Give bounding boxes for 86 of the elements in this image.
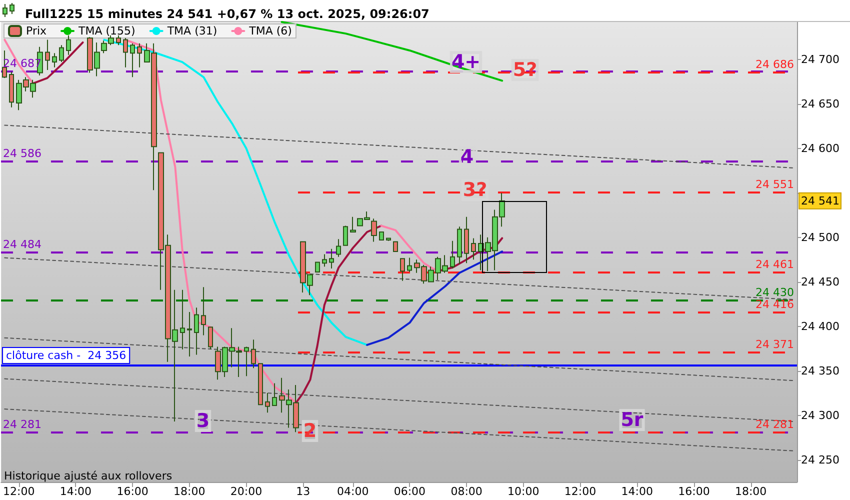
- candlestick: [45, 39, 50, 71]
- ref-line-label: 24 551: [756, 178, 794, 191]
- candlestick: [208, 326, 213, 350]
- annotation: 4+: [451, 51, 481, 73]
- legend-label: TMA (155): [78, 24, 136, 38]
- candlestick: [137, 42, 142, 68]
- chart-title: Full1225 15 minutes 24 541 +0,67 % 13 oct. 2025, 09:26:07: [25, 7, 430, 21]
- candlestick: [123, 38, 128, 68]
- line-series: [366, 250, 504, 346]
- candlestick: [194, 307, 199, 356]
- candlestick: [471, 238, 476, 260]
- candlestick: [9, 71, 14, 108]
- candlestick: [315, 262, 320, 273]
- candlestick: [400, 258, 405, 282]
- ref-line-label: 24 416: [756, 298, 794, 311]
- annotation: Historique ajusté aux rollovers: [4, 470, 172, 482]
- y-tick-label: 24 600: [801, 142, 840, 155]
- annotation: 5r: [620, 409, 644, 431]
- candlestick: [116, 34, 121, 46]
- x-tick-label: 04:00: [337, 485, 369, 498]
- ref-line-label: 24 281: [756, 418, 794, 431]
- candlestick: [180, 289, 185, 350]
- y-tick-label: 24 300: [801, 408, 840, 422]
- candlestick: [464, 216, 469, 264]
- x-tick-label: 14:00: [60, 485, 92, 498]
- y-tick-label: 24 250: [801, 453, 840, 466]
- candlestick: [386, 238, 391, 242]
- candlestick: [130, 42, 135, 78]
- legend-label: TMA (6): [248, 24, 292, 38]
- line-series: [124, 38, 297, 404]
- line-series: [103, 38, 368, 346]
- ref-line-label: 24 430: [756, 286, 794, 299]
- legend-label: Prix: [26, 24, 48, 38]
- candlestick: [450, 240, 455, 269]
- legend-label: TMA (31): [166, 24, 218, 38]
- candlestick: [272, 382, 277, 406]
- candlestick: [371, 218, 377, 242]
- x-tick-label: 18:00: [174, 485, 206, 498]
- annotation: 24 541: [801, 194, 840, 208]
- line-series: [295, 224, 382, 404]
- x-tick-label: 12:00: [3, 485, 35, 498]
- x-tick-label: 20:00: [230, 485, 262, 498]
- candlestick: [258, 363, 263, 406]
- y-tick-label: 24 700: [801, 52, 840, 66]
- ref-line-label: 24 484: [3, 238, 42, 251]
- ref-line-label: 24 281: [3, 418, 42, 431]
- candlestick: [244, 346, 249, 377]
- candlestick: [329, 248, 334, 269]
- annotation: 3: [196, 410, 210, 432]
- candlestick: [201, 286, 206, 336]
- x-tick-label: 06:00: [394, 485, 426, 498]
- ref-line-label: 24 461: [756, 258, 794, 271]
- x-tick-label: 16:00: [116, 485, 148, 498]
- candlestick: [343, 225, 348, 246]
- x-tick-label: 18:00: [734, 485, 767, 498]
- y-tick-label: 24 500: [801, 230, 840, 244]
- y-tick-label: 24 400: [801, 320, 840, 333]
- x-tick-label: 14:00: [621, 485, 653, 498]
- ref-line-label: 24 371: [756, 338, 794, 351]
- ref-line-label: 24 586: [3, 147, 42, 160]
- candlestick: [336, 238, 341, 258]
- candlestick: [407, 257, 412, 273]
- y-tick-label: 24 450: [801, 275, 840, 288]
- candlestick: [52, 52, 57, 68]
- candlestick: [457, 226, 462, 265]
- ref-line-label: 24 686: [756, 58, 794, 71]
- y-tick-label: 24 650: [801, 97, 840, 110]
- x-tick-label: 10:00: [508, 485, 540, 498]
- annotation: 3?: [462, 179, 488, 201]
- candlestick: [379, 231, 384, 240]
- candlestick: [251, 339, 256, 369]
- x-tick-label: 13: [296, 485, 310, 498]
- candlestick: [59, 44, 64, 63]
- x-tick-label: 16:00: [678, 485, 710, 498]
- candlestick: [350, 216, 356, 232]
- candlestick: [265, 392, 270, 414]
- candlestick: [393, 241, 398, 252]
- annotation: 5?: [512, 59, 538, 81]
- candlestick: [187, 312, 192, 358]
- candlestick: [66, 34, 71, 56]
- y-tick-label: 24 350: [801, 364, 840, 378]
- candlestick: [322, 254, 327, 268]
- ref-line-label: clôture cash - 24 356: [6, 349, 126, 362]
- x-tick-label: 08:00: [450, 485, 482, 498]
- x-tick-label: 12:00: [564, 485, 596, 498]
- annotation: 4: [460, 146, 474, 168]
